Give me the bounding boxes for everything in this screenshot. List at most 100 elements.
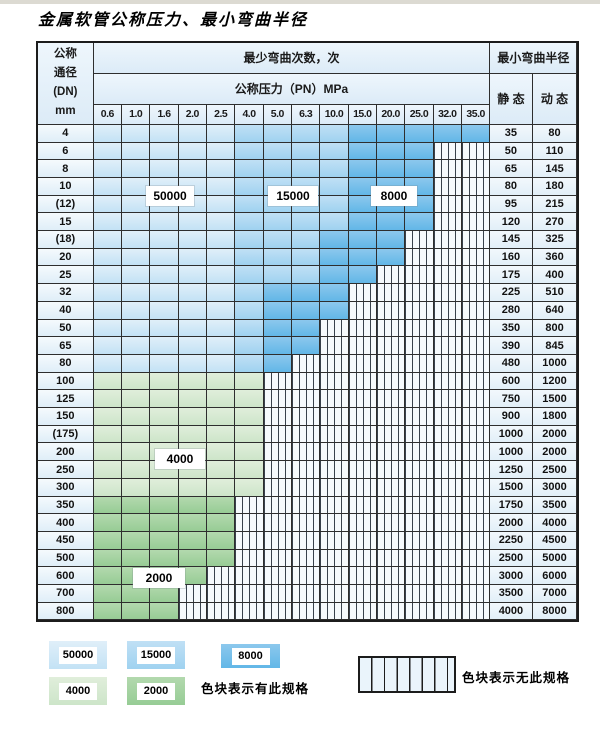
dynamic-value: 640 (532, 301, 578, 320)
no-spec-cell (433, 284, 462, 302)
dynamic-value: 845 (532, 337, 578, 355)
no-spec-cell (235, 602, 264, 621)
no-spec-cell (433, 354, 462, 373)
spec-zone-cell (291, 301, 321, 320)
dynamic-value: 3000 (532, 478, 578, 497)
no-spec-cell (433, 549, 462, 568)
spec-zone-cell (207, 213, 236, 232)
spec-zone-cell (93, 284, 123, 302)
dn-cell: 15 (38, 213, 94, 232)
no-spec-cell (320, 443, 349, 462)
no-spec-cell (433, 337, 462, 355)
no-spec-cell (263, 461, 292, 479)
dynamic-value: 145 (532, 160, 578, 178)
no-spec-cell (291, 567, 321, 586)
spec-zone-cell (93, 408, 123, 426)
no-spec-cell (376, 372, 406, 391)
dn-cell: (12) (38, 195, 94, 214)
spec-zone-cell (122, 549, 151, 568)
spec-zone-cell (376, 248, 406, 267)
spec-zone-cell (235, 337, 264, 355)
spec-zone-cell (291, 213, 321, 232)
spec-zone-cell (320, 301, 349, 320)
spec-zone-cell (150, 549, 179, 568)
dn-cell: 50 (38, 319, 94, 338)
spec-zone-cell (93, 514, 123, 532)
dn-header-line: 通径 (53, 67, 77, 80)
no-spec-cell (376, 443, 406, 462)
pressure-tick: 10.0 (320, 104, 349, 125)
spec-zone-cell (122, 284, 151, 302)
no-spec-cell (291, 602, 321, 621)
no-spec-cell (376, 337, 406, 355)
spec-zone-cell (93, 195, 123, 214)
dynamic-value: 2500 (532, 461, 578, 479)
no-spec-cell (405, 531, 434, 550)
dynamic-value: 1500 (532, 390, 578, 409)
spec-zone-cell (93, 337, 123, 355)
spec-zone-cell (291, 337, 321, 355)
spec-zone-cell (320, 142, 349, 161)
spec-zone-cell (93, 354, 123, 373)
no-spec-cell (376, 531, 406, 550)
legend-no-spec-note: 色块表示无此规格 (462, 671, 571, 685)
spec-zone-cell (207, 496, 236, 515)
spec-zone-cell (93, 160, 123, 178)
spec-zone-cell (93, 301, 123, 320)
no-spec-cell (291, 461, 321, 479)
no-spec-cell (433, 425, 462, 444)
no-spec-cell (320, 425, 349, 444)
no-spec-cell (405, 461, 434, 479)
no-spec-cell (405, 496, 434, 515)
no-spec-cell (433, 231, 462, 249)
spec-zone-cell (263, 248, 292, 267)
spec-zone-cell (93, 425, 123, 444)
spec-zone-cell (150, 213, 179, 232)
spec-zone-cell (150, 124, 179, 143)
spec-zone-cell (348, 124, 377, 143)
dynamic-value: 2000 (532, 443, 578, 462)
spec-zone-cell (376, 124, 406, 143)
no-spec-cell (461, 425, 491, 444)
static-value: 175 (490, 266, 533, 285)
spec-zone-cell (178, 390, 207, 409)
no-spec-cell (235, 549, 264, 568)
spec-zone-cell (122, 425, 151, 444)
spec-zone-cell (122, 443, 151, 462)
spec-zone-cell (178, 425, 207, 444)
no-spec-cell (320, 549, 349, 568)
no-spec-cell (207, 567, 236, 586)
cycle-count-label: 50000 (146, 186, 194, 206)
static-value: 65 (490, 160, 533, 178)
static-value: 750 (490, 390, 533, 409)
no-spec-cell (291, 478, 321, 497)
no-spec-cell (433, 390, 462, 409)
no-spec-cell (433, 177, 462, 196)
no-spec-cell (291, 408, 321, 426)
spec-zone-cell (178, 531, 207, 550)
no-spec-cell (348, 496, 377, 515)
static-value: 80 (490, 177, 533, 196)
no-spec-cell (263, 549, 292, 568)
no-spec-cell (461, 549, 491, 568)
spec-zone-cell (150, 585, 179, 603)
spec-zone-cell (122, 213, 151, 232)
no-spec-cell (461, 390, 491, 409)
spec-zone-cell (93, 372, 123, 391)
no-spec-cell (405, 231, 434, 249)
legend-swatch-label: 8000 (231, 647, 270, 665)
no-spec-cell (433, 567, 462, 586)
spec-zone-cell (207, 142, 236, 161)
dn-cell: 250 (38, 461, 94, 479)
no-spec-cell (348, 301, 377, 320)
no-spec-cell (348, 567, 377, 586)
dn-cell: (175) (38, 425, 94, 444)
no-spec-cell (348, 514, 377, 532)
dn-cell: 200 (38, 443, 94, 462)
legend-swatch-2000: 2000 (127, 677, 185, 705)
no-spec-cell (235, 531, 264, 550)
spec-zone-cell (320, 195, 349, 214)
dn-cell: 6 (38, 142, 94, 161)
spec-zone-cell (93, 390, 123, 409)
spec-zone-cell (122, 231, 151, 249)
